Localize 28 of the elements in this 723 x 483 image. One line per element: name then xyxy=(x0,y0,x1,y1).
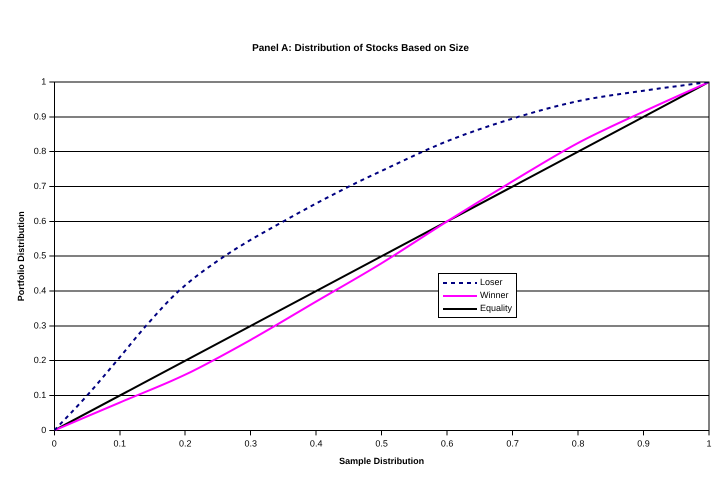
y-tick-label: 0.1 xyxy=(34,390,46,400)
x-tick-label: 0.6 xyxy=(440,438,454,448)
x-axis-title: Sample Distribution xyxy=(339,456,424,466)
y-tick-label: 1 xyxy=(41,76,46,86)
legend-label: Loser xyxy=(480,276,503,289)
y-tick-label: 0.8 xyxy=(34,146,46,156)
x-tick-label: 1 xyxy=(706,438,712,448)
chart-title: Panel A: Distribution of Stocks Based on Size xyxy=(252,42,470,54)
y-tick-label: 0.5 xyxy=(34,250,46,261)
y-tick-label: 0.7 xyxy=(34,181,46,192)
y-tick-label: 0.2 xyxy=(34,355,46,366)
x-tick-label: 0.4 xyxy=(310,438,322,448)
y-tick-label: 0.3 xyxy=(34,320,46,330)
x-tick-label: 0.7 xyxy=(506,438,519,448)
y-axis-title: Portfolio Distribution xyxy=(16,211,26,302)
x-tick-label: 0.2 xyxy=(178,438,192,448)
y-tick-label: 0.9 xyxy=(34,111,46,122)
x-tick-label: 0.9 xyxy=(637,438,650,448)
x-tick-label: 0.8 xyxy=(572,438,584,448)
y-tick-label: 0.4 xyxy=(34,286,46,296)
legend-label: Equality xyxy=(480,302,512,315)
x-tick-label: 0 xyxy=(52,438,57,448)
y-tick-label: 0.6 xyxy=(34,216,46,226)
x-tick-label: 0.1 xyxy=(114,438,126,448)
x-tick-label: 0.3 xyxy=(244,438,257,448)
y-tick-label: 0 xyxy=(41,424,46,435)
x-tick-label: 0.5 xyxy=(375,438,388,448)
legend-label: Winner xyxy=(480,289,509,302)
